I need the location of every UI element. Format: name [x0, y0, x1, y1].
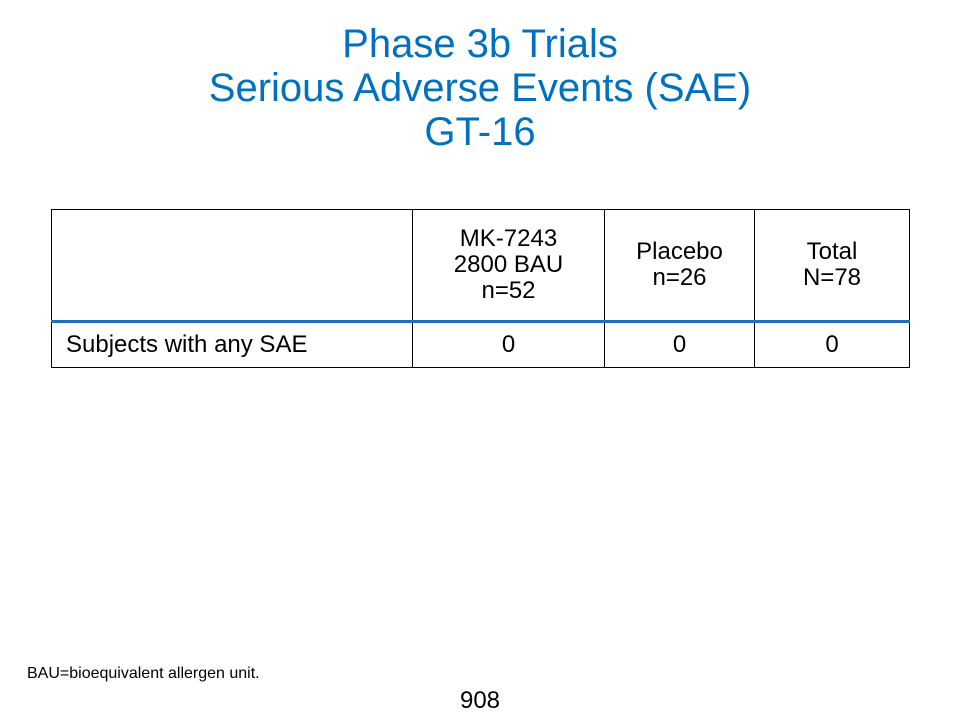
table-row: Subjects with any SAE 0 0 0	[51, 321, 910, 368]
header-placebo-line-2: n=26	[652, 264, 707, 291]
cell-placebo-value: 0	[604, 321, 755, 368]
row-label: Subjects with any SAE	[51, 321, 413, 368]
header-total-line-2: N=78	[802, 264, 862, 291]
header-cell-placebo: Placebo n=26	[604, 209, 755, 323]
header-mk7243-line-2: 2800 BAU	[453, 251, 564, 278]
title-line-1: Phase 3b Trials	[342, 22, 618, 66]
header-total-line-1: Total	[806, 238, 858, 265]
sae-table: MK-7243 2800 BAU n=52 Placebo n=26 Total…	[51, 209, 910, 368]
header-mk7243-line-3: n=52	[481, 277, 536, 304]
slide-title: Phase 3b Trials Serious Adverse Events (…	[0, 22, 960, 154]
header-corner-cell	[51, 209, 413, 323]
header-placebo-line-1: Placebo	[636, 238, 723, 265]
header-mk7243-line-1: MK-7243	[459, 225, 558, 252]
cell-mk7243-value: 0	[412, 321, 605, 368]
footnote: BAU=bioequivalent allergen unit.	[27, 665, 260, 682]
page-number: 908	[459, 687, 501, 714]
header-cell-mk7243: MK-7243 2800 BAU n=52	[412, 209, 605, 323]
title-line-2: Serious Adverse Events (SAE)	[208, 66, 752, 110]
cell-total-value: 0	[754, 321, 910, 368]
header-cell-total: Total N=78	[754, 209, 910, 323]
header-row: MK-7243 2800 BAU n=52 Placebo n=26 Total…	[51, 209, 910, 323]
title-line-3: GT-16	[424, 110, 536, 154]
